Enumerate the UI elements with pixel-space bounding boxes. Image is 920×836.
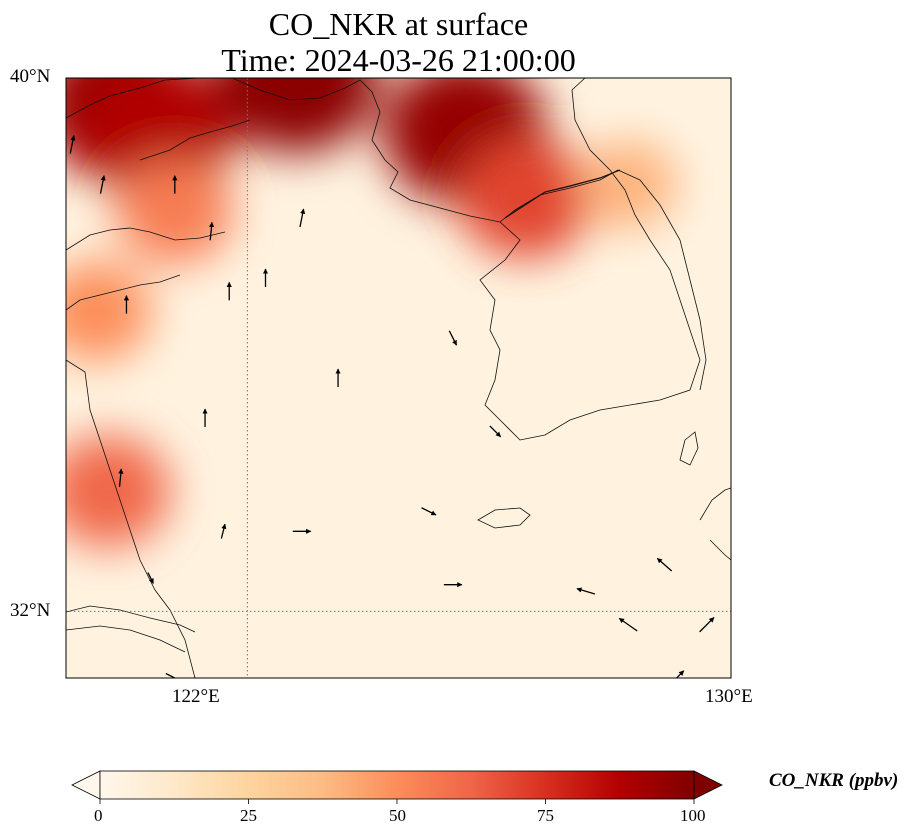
colorbar-gradient [99, 770, 695, 800]
shandong-coast [66, 227, 226, 311]
wind-arrow-1 [99, 175, 106, 194]
wind-arrow-14 [489, 425, 502, 438]
colorbar-tick-25: 25 [240, 806, 257, 825]
china-east-coast [66, 359, 196, 678]
wind-arrow-0 [69, 135, 76, 154]
wind-arrow-18 [618, 617, 638, 632]
wind-arrow-19 [656, 557, 673, 572]
wind-arrow-9 [220, 523, 227, 539]
wind-arrow-4 [299, 208, 306, 228]
colorbar-extend-min [71, 770, 101, 800]
lat-tick-label-40: 40°N [10, 66, 51, 87]
colorbar-tick-50: 50 [389, 806, 406, 825]
wind-arrow-10 [118, 468, 124, 488]
wind-arrow-17 [576, 587, 596, 595]
lon-tick-label-122: 122°E [172, 686, 220, 707]
coastlines [66, 78, 731, 678]
colorbar-extend-max [693, 770, 723, 800]
dmz-border [504, 169, 621, 219]
wind-arrow-13 [448, 330, 458, 346]
co-hotspot-8 [579, 140, 678, 229]
colorbar-label: CO_NKR (ppbv) [769, 770, 899, 791]
yangtze-estuary [66, 605, 196, 653]
korea-east-coast [617, 169, 707, 391]
korea-peninsula [479, 78, 701, 441]
bohai-north-coast [66, 78, 201, 119]
tsushima-island [679, 431, 699, 466]
map-title: CO_NKR at surface [268, 6, 529, 42]
co-hotspot-5 [66, 435, 171, 548]
kyushu-coast [699, 487, 731, 561]
lat-tick-label-32: 32°N [10, 600, 51, 621]
wind-arrow-23 [165, 672, 177, 678]
wind-arrow-15 [421, 507, 437, 516]
wind-arrow-20 [675, 670, 685, 678]
graticule [66, 78, 731, 678]
colorbar-tick-0: 0 [94, 806, 103, 825]
map-frame [65, 77, 732, 679]
co-hotspot-2 [212, 78, 379, 153]
wind-vectors [69, 135, 715, 678]
lon-tick-label-130: 130°E [705, 686, 753, 707]
wind-arrow-11 [147, 572, 154, 584]
colorbar-tick-100: 100 [680, 806, 706, 825]
wind-arrow-3 [208, 221, 215, 241]
map-time-subtitle: Time: 2024-03-26 21:00:00 [221, 42, 576, 78]
co-hotspot-4 [458, 137, 593, 259]
co-hotspot-6 [66, 261, 152, 361]
jeju-island [477, 507, 531, 529]
wind-arrow-21 [699, 617, 715, 633]
liaodong-west-coast [139, 119, 251, 161]
colorbar-tick-75: 75 [537, 806, 554, 825]
